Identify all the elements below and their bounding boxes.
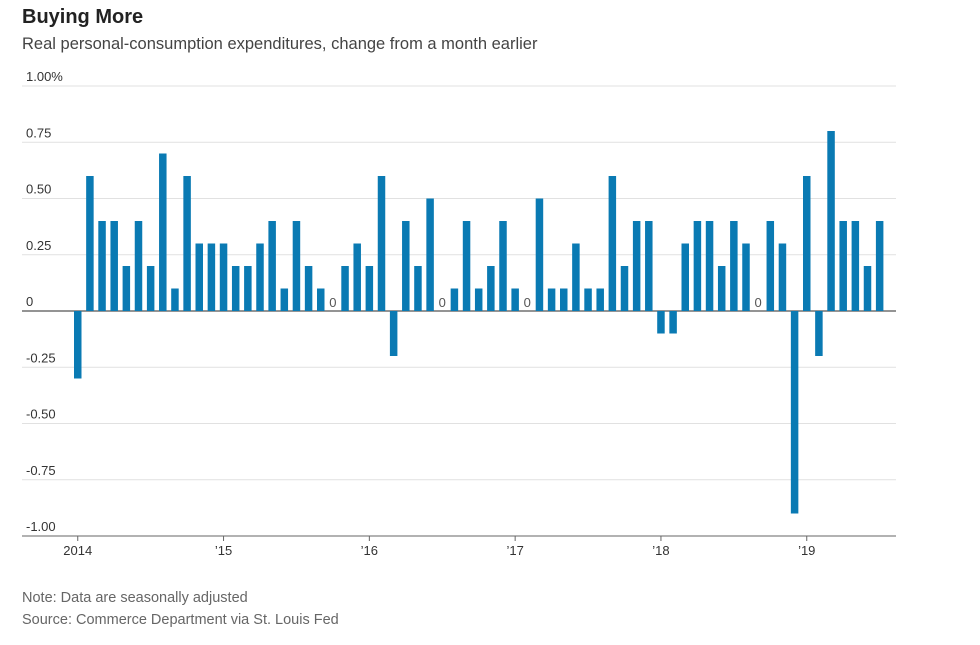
bar — [596, 288, 604, 311]
bar — [620, 266, 629, 311]
zero-value-label: 0 — [524, 295, 531, 310]
zero-value-label: 0 — [755, 295, 762, 310]
bar — [207, 243, 216, 311]
bar — [681, 243, 689, 311]
bar — [219, 243, 228, 311]
chart-notes: Note: Data are seasonally adjusted Sourc… — [22, 587, 339, 631]
bar — [657, 311, 665, 334]
bar — [280, 288, 289, 311]
bar — [474, 288, 483, 311]
y-tick-label: 0 — [26, 294, 33, 309]
zero-value-label: 0 — [329, 295, 336, 310]
y-tick-label: 0.75 — [26, 125, 51, 140]
bar — [146, 266, 155, 311]
bar — [851, 221, 860, 311]
bar — [645, 221, 653, 311]
bar — [195, 243, 203, 311]
bar — [402, 221, 410, 311]
x-tick-label: ’17 — [506, 543, 523, 558]
bar — [815, 311, 823, 356]
bar — [122, 266, 131, 311]
bar — [341, 266, 349, 311]
y-tick-label: 1.00% — [26, 69, 63, 84]
bar — [547, 288, 556, 311]
bar — [863, 266, 872, 311]
bar — [511, 288, 519, 311]
bar — [317, 288, 325, 311]
bar — [256, 243, 264, 311]
y-tick-label: -0.25 — [26, 350, 56, 365]
bar — [377, 176, 386, 311]
bar — [86, 176, 94, 311]
bar — [450, 288, 459, 311]
bar — [487, 266, 495, 311]
bar — [669, 311, 677, 334]
bar — [766, 221, 775, 311]
x-tick-label: ’19 — [798, 543, 815, 558]
bar — [426, 198, 434, 311]
bar — [292, 221, 301, 311]
bar — [110, 221, 118, 311]
y-tick-label: -0.75 — [26, 463, 56, 478]
bar — [171, 288, 179, 311]
bar — [304, 266, 313, 311]
chart-subtitle: Real personal-consumption expenditures, … — [22, 35, 538, 53]
bar — [827, 131, 835, 311]
bar — [717, 266, 726, 311]
bar — [778, 243, 787, 311]
bar — [462, 221, 471, 311]
bar — [742, 243, 750, 311]
bar — [353, 243, 361, 311]
bar — [74, 311, 82, 379]
zero-value-label: 0 — [439, 295, 446, 310]
bar — [159, 153, 167, 311]
bar — [572, 243, 580, 311]
bar — [693, 221, 702, 311]
source-text: Source: Commerce Department via St. Loui… — [22, 612, 339, 628]
x-tick-label: ’18 — [652, 543, 669, 558]
x-tick-label: 2014 — [63, 543, 92, 558]
bar — [790, 311, 799, 514]
bar — [183, 176, 191, 311]
bar — [632, 221, 641, 311]
bar — [560, 288, 568, 311]
bar — [499, 221, 507, 311]
bar — [803, 176, 811, 311]
bar-chart: 1.00% 0.75 0.50 0.25 0 -0.25 -0.50 -0.75 -1.00 0 0… — [22, 69, 896, 558]
bar — [839, 221, 847, 311]
bar — [231, 266, 240, 311]
y-tick-label: -1.00 — [26, 519, 56, 534]
bar — [608, 176, 617, 311]
bar — [365, 266, 374, 311]
bar — [244, 266, 252, 311]
y-tick-label: 0.50 — [26, 182, 51, 197]
bar — [730, 221, 738, 311]
note-text: Note: Data are seasonally adjusted — [22, 590, 248, 606]
bar — [875, 221, 884, 311]
bar — [535, 198, 544, 311]
x-tick-label: ’15 — [215, 543, 232, 558]
bar — [134, 221, 143, 311]
chart-title: Buying More — [22, 6, 144, 28]
y-tick-label: -0.50 — [26, 407, 56, 422]
bar — [268, 221, 276, 311]
bar — [414, 266, 422, 311]
bar — [584, 288, 592, 311]
bar — [98, 221, 106, 311]
bar — [705, 221, 714, 311]
y-tick-label: 0.25 — [26, 238, 51, 253]
bar — [389, 311, 398, 356]
x-tick-label: ’16 — [361, 543, 378, 558]
